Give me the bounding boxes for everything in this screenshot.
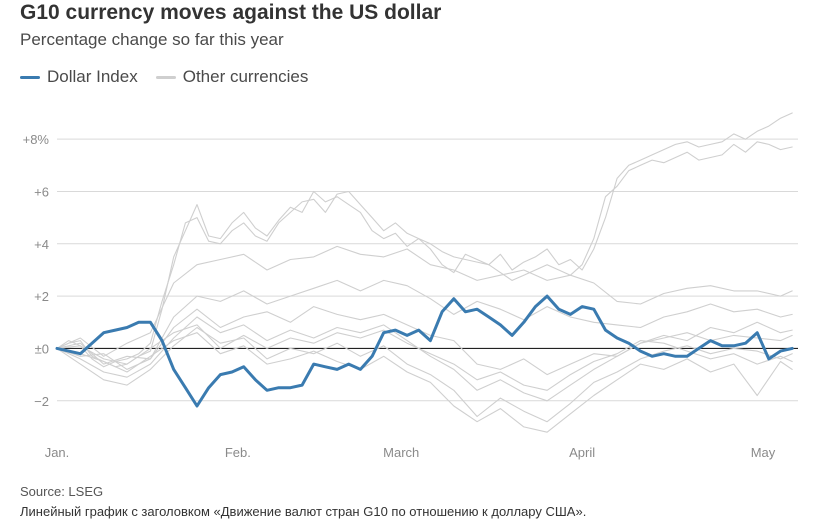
y-tick-label: +6 (34, 184, 49, 199)
legend-swatch-other-currencies (155, 75, 176, 79)
source-note: Source: LSEG (20, 484, 104, 499)
y-tick-label: +2 (34, 289, 49, 304)
chart-subtitle: Percentage change so far this year (20, 30, 284, 49)
chart-legend: Dollar Index Other currencies (20, 66, 326, 88)
series-line-other-currency (56, 279, 793, 370)
y-tick-label: +4 (34, 237, 49, 252)
x-tick-label: May (751, 445, 776, 460)
x-tick-label: April (569, 445, 595, 460)
line-chart: −2 ±0 +2 +4 +6 +8% Jan. Feb. March April May (23, 112, 798, 460)
chart-title: G10 currency moves against the US dollar (20, 1, 442, 24)
series-line-other-currency (56, 326, 793, 423)
series-line-other-currency (56, 324, 793, 391)
y-tick-label: ±0 (35, 341, 49, 356)
y-tick-label: −2 (34, 394, 49, 409)
series-line-other-currency (56, 316, 793, 402)
legend-item-dollar-index: Dollar Index (20, 67, 138, 87)
series-line-dollar-index (55, 294, 794, 408)
x-tick-label: March (383, 445, 419, 460)
legend-label-other-currencies: Other currencies (182, 67, 309, 86)
x-tick-label: Jan. (45, 445, 70, 460)
legend-item-other-currencies: Other currencies (155, 67, 309, 87)
legend-swatch-dollar-index (20, 75, 40, 79)
legend-label-dollar-index: Dollar Index (47, 67, 138, 86)
series-line-other-currency (56, 332, 793, 433)
y-tick-label: +8% (23, 132, 50, 147)
x-tick-label: Feb. (225, 445, 251, 460)
chart-caption: Линейный график с заголовком «Движение в… (20, 504, 587, 519)
series-line-other-currency (56, 245, 793, 357)
series-line-other-currency (56, 141, 793, 368)
series-line-other-currency (56, 306, 793, 376)
